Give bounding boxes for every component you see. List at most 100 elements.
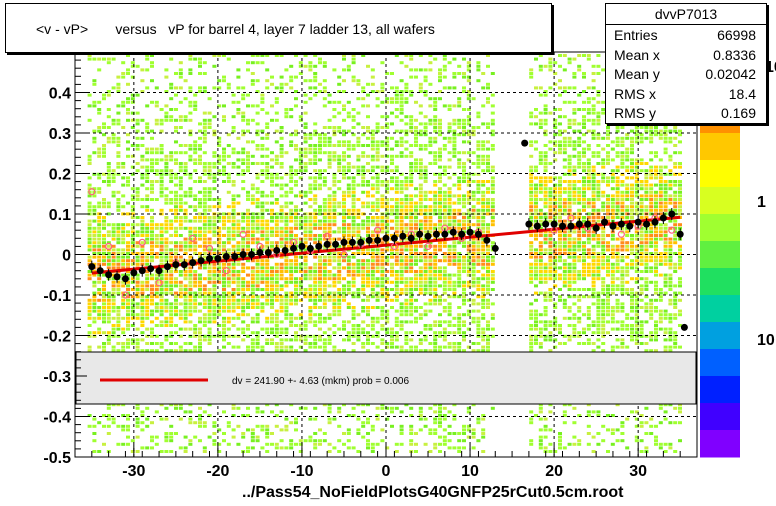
heatmap-cell: [433, 108, 438, 111]
heatmap-cell: [154, 100, 159, 104]
heatmap-cell: [418, 316, 423, 320]
heatmap-cell: [332, 345, 337, 349]
heatmap-cell: [279, 410, 284, 414]
heatmap-cell: [409, 270, 414, 273]
heatmap-cell: [438, 259, 442, 263]
heatmap-cell: [385, 345, 390, 349]
heatmap-cell: [380, 180, 385, 183]
heatmap-cell: [375, 126, 380, 129]
heatmap-cell: [87, 259, 92, 263]
heatmap-cell: [145, 68, 150, 72]
heatmap-cell: [447, 446, 452, 450]
heatmap-cell: [375, 277, 380, 281]
heatmap-cell: [217, 172, 222, 176]
heatmap-cell: [140, 288, 145, 291]
heatmap-cell: [346, 111, 351, 115]
heatmap-cell: [534, 190, 538, 194]
heatmap-cell: [159, 306, 164, 309]
heatmap-cell: [346, 428, 351, 432]
heatmap-cell: [188, 172, 193, 176]
heatmap-cell: [409, 298, 414, 302]
heatmap-cell: [198, 295, 202, 299]
heatmap-cell: [490, 313, 495, 317]
heatmap-cell: [183, 349, 188, 353]
heatmap-cell: [534, 187, 538, 191]
heatmap-cell: [414, 158, 418, 162]
heatmap-cell: [140, 320, 145, 324]
heatmap-cell: [217, 198, 222, 201]
heatmap-cell: [337, 226, 342, 230]
heatmap-cell: [481, 140, 486, 144]
heatmap-cell: [202, 216, 207, 219]
heatmap-cell: [428, 122, 433, 126]
heatmap-cell: [486, 259, 490, 263]
heatmap-cell: [198, 201, 202, 205]
heatmap-cell: [452, 172, 457, 176]
heatmap-cell: [145, 158, 150, 162]
heatmap-cell: [471, 198, 476, 201]
heatmap-cell: [241, 133, 246, 137]
heatmap-cell: [462, 334, 466, 338]
heatmap-cell: [433, 248, 438, 252]
heatmap-cell: [121, 302, 126, 306]
heatmap-cell: [466, 118, 471, 122]
heatmap-cell: [380, 154, 385, 158]
heatmap-cell: [462, 291, 466, 295]
heatmap-cell: [375, 201, 380, 205]
heatmap-cell: [212, 255, 217, 259]
heatmap-cell: [198, 86, 202, 90]
heatmap-cell: [140, 230, 145, 234]
heatmap-cell: [106, 313, 111, 317]
heatmap-cell: [102, 241, 106, 245]
heatmap-cell: [274, 118, 279, 122]
heatmap-cell: [236, 151, 241, 155]
heatmap-cell: [447, 342, 452, 345]
heatmap-cell: [428, 97, 433, 101]
heatmap-cell: [226, 212, 231, 216]
heatmap-cell: [126, 147, 130, 151]
heatmap-cell: [250, 61, 255, 65]
heatmap-cell: [202, 136, 207, 140]
heatmap-cell: [462, 90, 466, 93]
heatmap-cell: [442, 277, 447, 281]
heatmap-cell: [279, 219, 284, 223]
heatmap-cell: [92, 241, 97, 245]
heatmap-cell: [250, 273, 255, 277]
heatmap-cell: [145, 316, 150, 320]
heatmap-cell: [140, 428, 145, 432]
heatmap-cell: [87, 230, 92, 234]
heatmap-cell: [102, 320, 106, 324]
heatmap-cell: [274, 273, 279, 277]
heatmap-cell: [265, 327, 270, 331]
heatmap-cell: [298, 316, 303, 320]
heatmap-cell: [164, 450, 169, 453]
heatmap-cell: [236, 442, 241, 446]
heatmap-cell: [390, 111, 394, 115]
heatmap-cell: [481, 241, 486, 245]
heatmap-cell: [231, 302, 236, 306]
heatmap-cell: [154, 252, 159, 255]
heatmap-cell: [327, 126, 332, 129]
heatmap-cell: [265, 136, 270, 140]
heatmap-cell: [241, 97, 246, 101]
heatmap-cell: [529, 187, 534, 191]
heatmap-cell: [202, 252, 207, 255]
heatmap-cell: [284, 349, 289, 353]
heatmap-cell: [236, 172, 241, 176]
heatmap-cell: [342, 129, 346, 133]
heatmap-cell: [370, 169, 375, 173]
heatmap-cell: [97, 205, 102, 209]
heatmap-cell: [193, 219, 198, 223]
heatmap-cell: [476, 280, 481, 284]
heatmap-cell: [150, 284, 154, 288]
heatmap-cell: [356, 313, 361, 317]
heatmap-cell: [106, 403, 111, 407]
heatmap-cell: [380, 219, 385, 223]
heatmap-cell: [169, 97, 174, 101]
heatmap-cell: [126, 118, 130, 122]
heatmap-cell: [111, 122, 116, 126]
heatmap-cell: [457, 133, 462, 137]
heatmap-cell: [231, 295, 236, 299]
heatmap-cell: [255, 230, 260, 234]
heatmap-cell: [250, 198, 255, 201]
